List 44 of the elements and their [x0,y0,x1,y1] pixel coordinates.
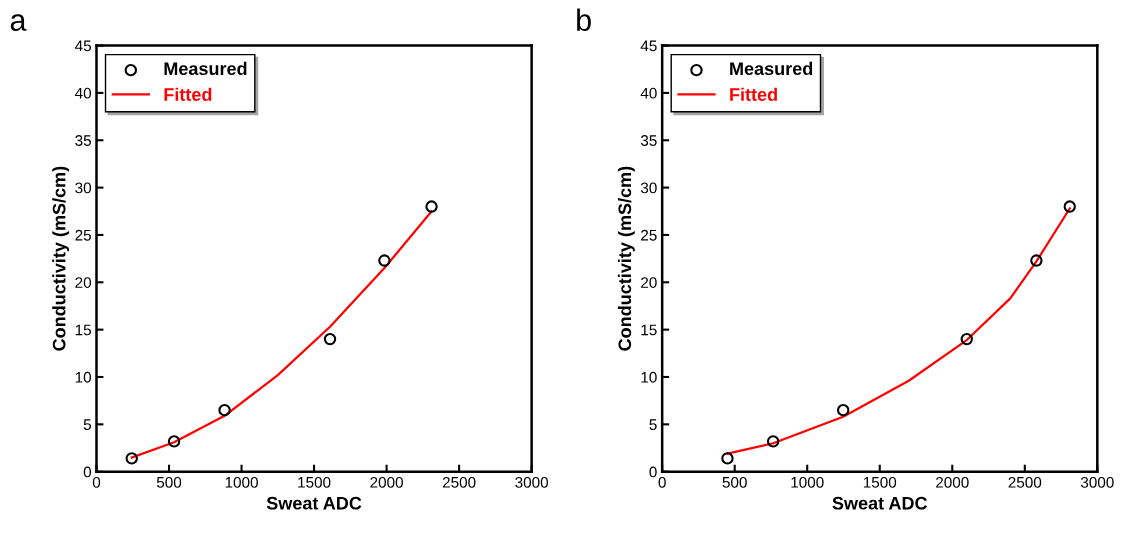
x-tick-label: 0 [658,476,666,488]
y-tick-label: 0 [83,466,92,478]
y-tick-label: 15 [75,324,91,336]
y-axis-title: Conductivity (mS/cm) [52,166,70,351]
y-tick-label: 20 [641,277,657,288]
x-tick-label: 500 [722,476,747,488]
y-tick-label: 35 [75,135,91,146]
y-tick-label: 15 [641,324,657,336]
y-tick-label: 0 [649,466,657,478]
x-tick-label: 2000 [936,476,969,488]
x-tick-label: 2500 [442,476,476,488]
y-tick-label: 45 [74,40,91,52]
x-tick-label: 3000 [1080,476,1114,488]
y-tick-label: 5 [649,419,657,431]
y-tick-label: 5 [83,419,91,431]
chart-title: a [10,14,27,31]
x-tick-label: 2000 [370,476,403,488]
y-tick-label: 10 [641,371,657,383]
x-tick-label: 0 [92,476,101,488]
y-tick-label: 20 [75,277,92,288]
x-tick-label: 1500 [298,476,331,488]
y-axis-title: Conductivity (mS/cm) [617,166,635,351]
chart-title: b [577,8,591,31]
x-tick-label: 500 [156,476,182,488]
y-tick-label: 40 [74,87,92,99]
x-tick-label: 3000 [515,476,549,488]
y-tick-label: 25 [75,229,91,241]
x-axis-title: Sweat ADC [266,496,362,510]
y-tick-label: 45 [640,40,657,52]
y-tick-label: 30 [75,182,92,194]
y-tick-label: 40 [640,87,657,99]
y-tick-label: 10 [75,371,92,383]
legend-label: Measured [164,61,247,76]
x-tick-label: 1500 [863,476,897,488]
legend-label: Fitted [164,87,212,101]
y-tick-label: 25 [641,229,657,241]
legend-label: Fitted [730,87,777,101]
x-tick-label: 1000 [791,476,824,488]
x-tick-label: 1000 [225,476,258,488]
x-tick-label: 2500 [1008,476,1042,488]
x-axis-title: Sweat ADC [832,496,928,510]
legend-label: Measured [730,61,813,76]
y-tick-label: 30 [640,182,657,194]
y-tick-label: 35 [640,135,657,146]
